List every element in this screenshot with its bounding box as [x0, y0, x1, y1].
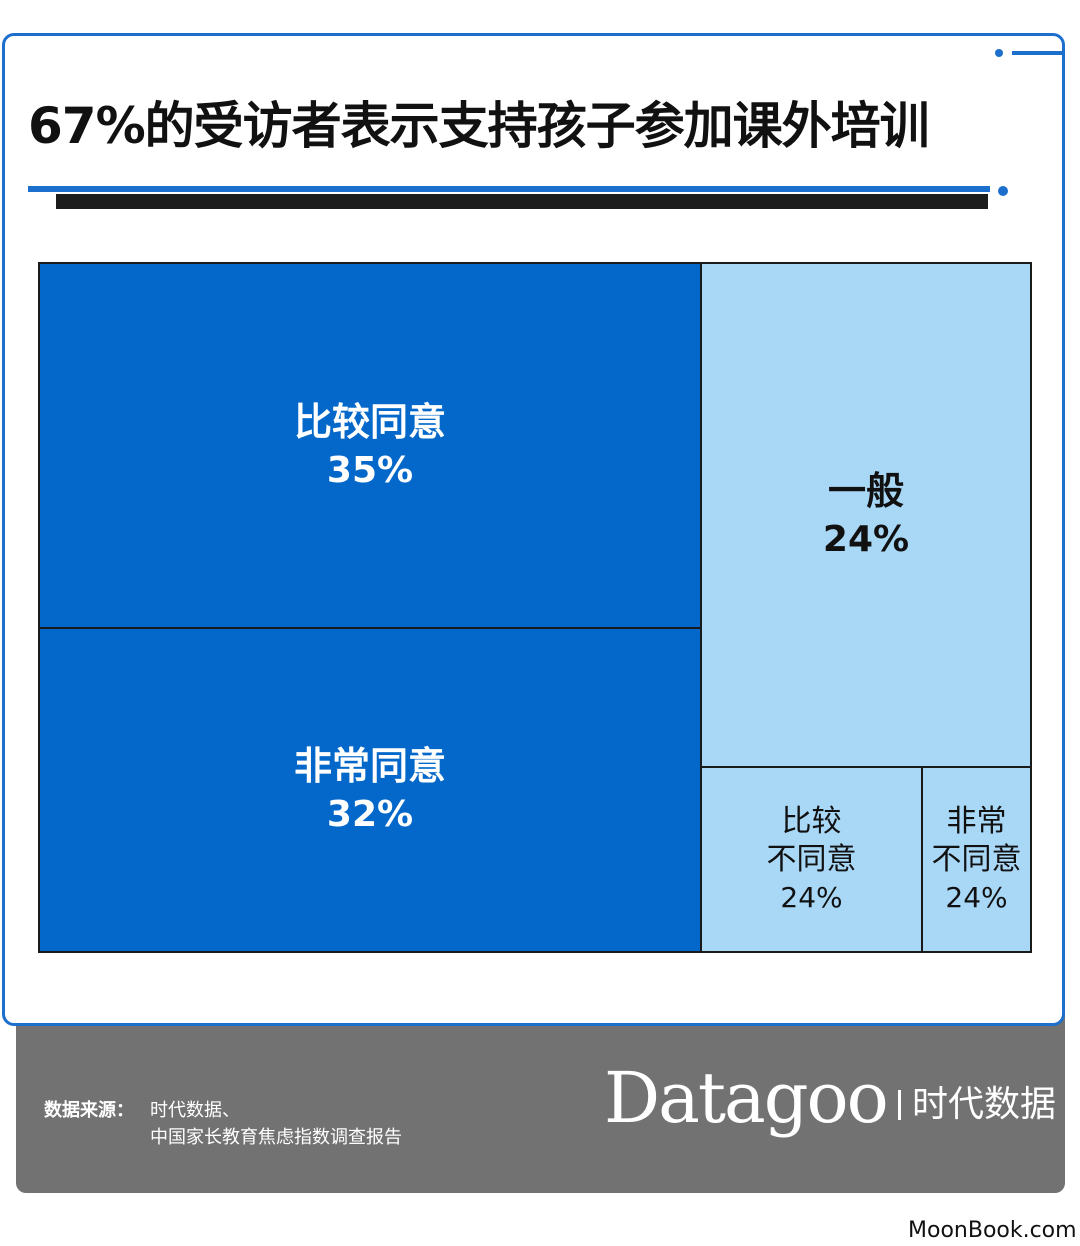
source-label: 数据来源： [44, 1100, 134, 1121]
tile-value: 24% [822, 519, 910, 560]
source-text-2: 中国家长教育焦虑指数调查报告 [150, 1127, 402, 1148]
tile-label: 非常同意 [293, 744, 446, 788]
tile-relatively-agree: 比较同意 35% [38, 262, 702, 629]
brand-separator [898, 1090, 901, 1120]
decorative-dot [995, 49, 1003, 57]
tile-value: 24% [780, 880, 843, 914]
tile-value: 32% [326, 794, 414, 835]
brand-name-cn: 时代数据 [912, 1084, 1057, 1125]
tile-relatively-disagree: 比较 不同意 24% [700, 766, 923, 953]
tile-label-line2: 不同意 [931, 841, 1022, 877]
title-underline-blue [28, 186, 990, 192]
tile-label-line2: 不同意 [766, 841, 857, 877]
treemap: 比较同意 35% 非常同意 32% 一般 24% 比较 不同意 24% 非常 不… [38, 262, 1032, 953]
source-text: 时代数据、 [150, 1100, 240, 1121]
tile-label: 一般 [827, 469, 904, 513]
tile-label: 比较同意 [293, 399, 446, 444]
tile-strongly-disagree: 非常 不同意 24% [921, 766, 1032, 953]
title-underline-black [56, 194, 988, 209]
tile-label-line1: 比较 [781, 803, 842, 839]
tile-strongly-agree: 非常同意 32% [38, 627, 702, 953]
tile-value: 24% [945, 880, 1008, 914]
title-underline-dot [998, 186, 1008, 196]
tile-neutral: 一般 24% [700, 262, 1032, 768]
tile-value: 35% [326, 449, 414, 491]
brand-logo: Datagoo [604, 1057, 889, 1139]
watermark: MoonBook.com [908, 1218, 1077, 1243]
tile-label-line1: 非常 [946, 803, 1007, 839]
chart-title: 67%的受访者表示支持孩子参加课外培训 [28, 97, 930, 155]
decorative-line [1012, 51, 1064, 55]
